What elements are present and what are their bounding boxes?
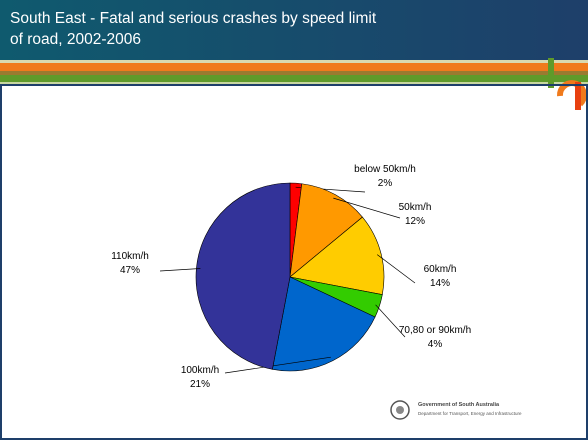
value-label: 47%: [120, 265, 140, 276]
header: [0, 0, 588, 60]
chart-title: South East - Fatal and serious crashes b…: [10, 10, 377, 48]
stripe: [0, 63, 588, 71]
leader-line: [376, 254, 416, 284]
pie-slice: [195, 182, 291, 370]
leader-line: [224, 356, 331, 374]
leader-line: [159, 268, 201, 272]
pie-slice: [289, 216, 385, 295]
dept-name: Department for Transport, Energy and Inf…: [418, 411, 522, 416]
stripe: [0, 82, 588, 85]
leader-line: [375, 304, 406, 338]
value-label: 12%: [405, 216, 425, 227]
slice-label: 60km/h: [424, 264, 457, 275]
org-name: Government of South Australia: [418, 402, 500, 408]
gov-logo: Government of South Australia Department…: [390, 400, 522, 420]
leader-line: [333, 197, 401, 219]
slice-label: 70,80 or 90km/h: [399, 325, 471, 336]
stripe: [0, 60, 588, 63]
slice-label: 100km/h: [181, 365, 219, 376]
slice-label: 50km/h: [399, 202, 432, 213]
slice-label: 110km/h: [111, 251, 149, 262]
slide-border: [0, 84, 588, 440]
stripe: [0, 75, 588, 82]
value-label: 4%: [428, 339, 443, 350]
value-label: 2%: [378, 178, 393, 189]
pie-slice: [272, 276, 376, 372]
slice-label: below 50km/h: [354, 164, 416, 175]
pie-slice: [289, 183, 363, 278]
value-label: 21%: [190, 379, 210, 390]
value-label: 14%: [430, 278, 450, 289]
stripe: [0, 71, 588, 75]
